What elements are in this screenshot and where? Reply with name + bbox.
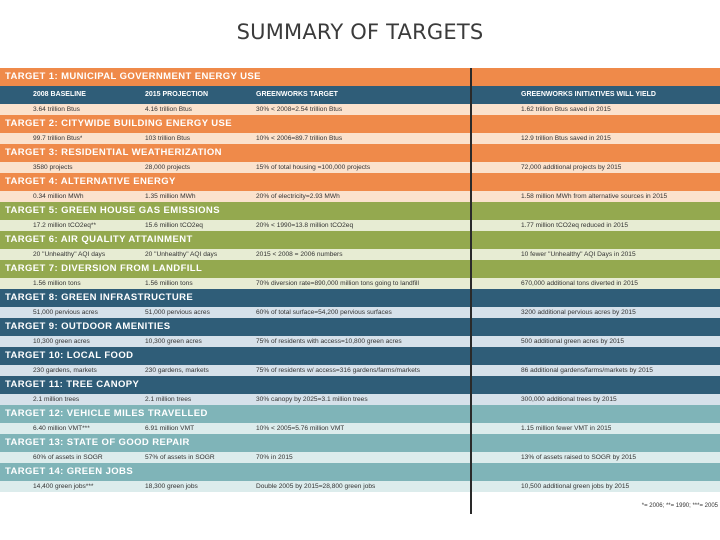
table-cell: 3580 projects [33,164,73,171]
table-cell: 51,000 pervious acres [145,309,210,316]
table-cell: 20% < 1990=13.8 million tCO2eq [256,222,354,229]
table-cell: 15.6 million tCO2eq [145,222,203,229]
table-cell: 500 additional green acres by 2015 [521,338,625,345]
page-title: SUMMARY OF TARGETS [236,20,484,44]
table-cell: 17.2 million tCO2eq** [33,222,97,229]
table-cell: 10,500 additional green jobs by 2015 [521,483,630,490]
table-row: 3.64 trillion Btus 4.16 trillion Btus 30% … [0,104,720,115]
table-cell: 60% of total surface=54,200 pervious sur… [256,309,392,316]
table-row: 230 gardens, markets 230 gardens, markets… [0,365,720,376]
table-row: 17.2 million tCO2eq** 15.6 million tCO2eq… [0,220,720,231]
table-row: 3580 projects 28,000 projects 15% of total… [0,162,720,173]
targets-table: TARGET 1: MUNICIPAL GOVERNMENT ENERGY US… [0,68,720,492]
column-divider [470,68,472,514]
table-cell: 57% of assets in SOGR [145,454,215,461]
table-cell: 10 fewer "Unhealthy" AQI Days in 2015 [521,251,636,258]
table-cell: 3.64 trillion Btus [33,106,80,113]
table-cell: 12.9 trillion Btus saved in 2015 [521,135,611,142]
target-band: TARGET 14: GREEN JOBS [0,463,720,481]
table-row: 20 "Unhealthy" AQI days 20 "Unhealthy" AQ… [0,249,720,260]
target-band: TARGET 9: OUTDOOR AMENITIES [0,318,720,336]
column-header: GREENWORKS INITIATIVES WILL YIELD [521,91,656,98]
target-band: TARGET 6: AIR QUALITY ATTAINMENT [0,231,720,249]
table-row: 0.34 million MWh 1.35 million MWh 20% of e… [0,191,720,202]
table-cell: 10,300 green acres [33,338,90,345]
table-cell: 1.35 million MWh [145,193,196,200]
table-cell: 230 gardens, markets [145,367,209,374]
target-band: TARGET 2: CITYWIDE BUILDING ENERGY USE [0,115,720,133]
table-cell: 1.56 million tons [145,280,193,287]
table-cell: 10,300 green acres [145,338,202,345]
table-cell: 230 gardens, markets [33,367,97,374]
table-cell: 75% of residents w/ access=316 gardens/f… [256,367,421,374]
table-cell: 75% of residents with access=10,800 gree… [256,338,402,345]
table-cell: 51,000 pervious acres [33,309,98,316]
table-cell: 72,000 additional projects by 2015 [521,164,622,171]
table-cell: 20 "Unhealthy" AQI days [145,251,218,258]
table-cell: 13% of assets raised to SOGR by 2015 [521,454,637,461]
table-cell: Double 2005 by 2015=28,800 green jobs [256,483,376,490]
table-row: 6.40 million VMT*** 6.91 million VMT 10% <… [0,423,720,434]
column-header: GREENWORKS TARGET [256,91,338,98]
table-row: 10,300 green acres 10,300 green acres 75% … [0,336,720,347]
table-cell: 2.1 million trees [33,396,80,403]
target-band: TARGET 5: GREEN HOUSE GAS EMISSIONS [0,202,720,220]
target-band: TARGET 3: RESIDENTIAL WEATHERIZATION [0,144,720,162]
table-cell: 103 trillion Btus [145,135,191,142]
column-header: 2008 BASELINE [33,91,86,98]
table-cell: 2.1 million trees [145,396,192,403]
table-cell: 70% diversion rate=890,000 million tons … [256,280,419,287]
table-cell: 86 additional gardens/farms/markets by 2… [521,367,653,374]
table-cell: 1.15 million fewer VMT in 2015 [521,425,612,432]
column-header-row: 2008 BASELINE 2015 PROJECTION GREENWORKS T… [0,86,720,104]
column-header: 2015 PROJECTION [145,91,209,98]
table-row: 60% of assets in SOGR 57% of assets in SO… [0,452,720,463]
table-cell: 15% of total housing =100,000 projects [256,164,371,171]
footnote: *= 2006; **= 1990; ***= 2005 [641,503,718,509]
table-cell: 14,400 green jobs*** [33,483,94,490]
table-cell: 1.77 million tCO2eq reduced in 2015 [521,222,629,229]
target-band: TARGET 8: GREEN INFRASTRUCTURE [0,289,720,307]
table-row: 51,000 pervious acres 51,000 pervious acr… [0,307,720,318]
table-cell: 18,300 green jobs [145,483,198,490]
target-band: TARGET 7: DIVERSION FROM LANDFILL [0,260,720,278]
table-row: 99.7 trillion Btus* 103 trillion Btus 10% … [0,133,720,144]
table-cell: 4.16 trillion Btus [145,106,192,113]
table-cell: 28,000 projects [145,164,191,171]
table-cell: 1.56 million tons [33,280,81,287]
table-cell: 6.91 million VMT [145,425,195,432]
table-cell: 60% of assets in SOGR [33,454,103,461]
target-band: TARGET 1: MUNICIPAL GOVERNMENT ENERGY US… [0,68,720,86]
table-cell: 20% of electricity=2.93 MWh [256,193,340,200]
table-cell: 99.7 trillion Btus* [33,135,83,142]
table-row: 14,400 green jobs*** 18,300 green jobs Dou… [0,481,720,492]
target-band: TARGET 4: ALTERNATIVE ENERGY [0,173,720,191]
table-cell: 6.40 million VMT*** [33,425,90,432]
target-band: TARGET 13: STATE OF GOOD REPAIR [0,434,720,452]
target-band: TARGET 11: TREE CANOPY [0,376,720,394]
table-cell: 10% < 2006=89.7 trillion Btus [256,135,343,142]
table-cell: 20 "Unhealthy" AQI days [33,251,106,258]
table-cell: 670,000 additional tons diverted in 2015 [521,280,638,287]
target-band: TARGET 10: LOCAL FOOD [0,347,720,365]
table-cell: 30% < 2008=2.54 trillion Btus [256,106,343,113]
table-cell: 30% canopy by 2025=3.1 million trees [256,396,368,403]
table-cell: 300,000 additional trees by 2015 [521,396,617,403]
table-row: 1.56 million tons 1.56 million tons 70% di… [0,278,720,289]
table-cell: 3200 additional pervious acres by 2015 [521,309,636,316]
table-cell: 70% in 2015 [256,454,293,461]
table-cell: 2015 < 2008 = 2006 numbers [256,251,343,258]
table-row: 2.1 million trees 2.1 million trees 30% ca… [0,394,720,405]
table-cell: 1.62 trillion Btus saved in 2015 [521,106,611,113]
table-cell: 0.34 million MWh [33,193,84,200]
table-cell: 10% < 2005=5.76 million VMT [256,425,345,432]
target-band: TARGET 12: VEHICLE MILES TRAVELLED [0,405,720,423]
table-cell: 1.58 million MWh from alternative source… [521,193,668,200]
